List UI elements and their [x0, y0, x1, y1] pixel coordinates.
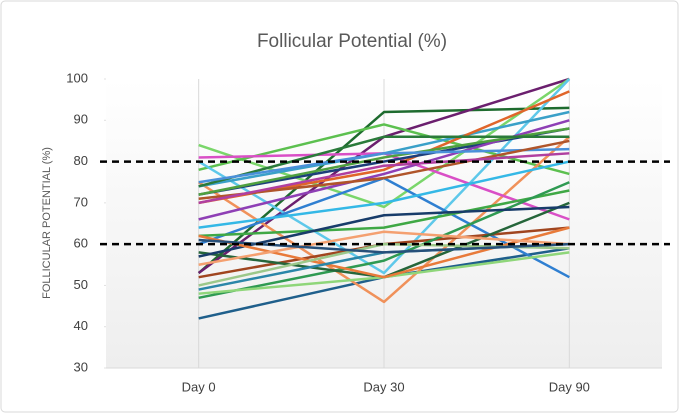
- x-tick-label: Day 0: [182, 379, 216, 394]
- series-line: [198, 77, 571, 209]
- series-line: [198, 135, 570, 188]
- y-tick-label: 100: [66, 70, 88, 85]
- y-tick-label: 90: [74, 112, 88, 127]
- chart-title: Follicular Potential (%): [257, 31, 447, 52]
- x-tick-label: Day 30: [363, 379, 404, 394]
- series-line: [198, 78, 571, 275]
- series-line: [198, 160, 570, 229]
- series-line: [198, 189, 570, 238]
- series-line: [198, 181, 570, 300]
- series-line: [198, 127, 570, 196]
- y-tick-label: 30: [74, 359, 88, 374]
- x-tick-label: Day 90: [549, 379, 590, 394]
- series-line: [198, 230, 570, 267]
- series-line: [198, 127, 570, 196]
- series-line: [198, 139, 570, 200]
- series-line: [198, 205, 570, 258]
- y-tick-label: 80: [74, 153, 88, 168]
- y-tick-label: 70: [74, 194, 88, 209]
- y-tick-label: 50: [74, 277, 88, 292]
- series-line: [198, 147, 570, 184]
- y-tick-label: 60: [74, 236, 88, 251]
- series-line: [198, 152, 570, 205]
- series-line: [198, 226, 570, 279]
- y-axis-label: FOLLICULAR POTENTIAL (%): [41, 147, 53, 299]
- y-tick-label: 40: [74, 318, 88, 333]
